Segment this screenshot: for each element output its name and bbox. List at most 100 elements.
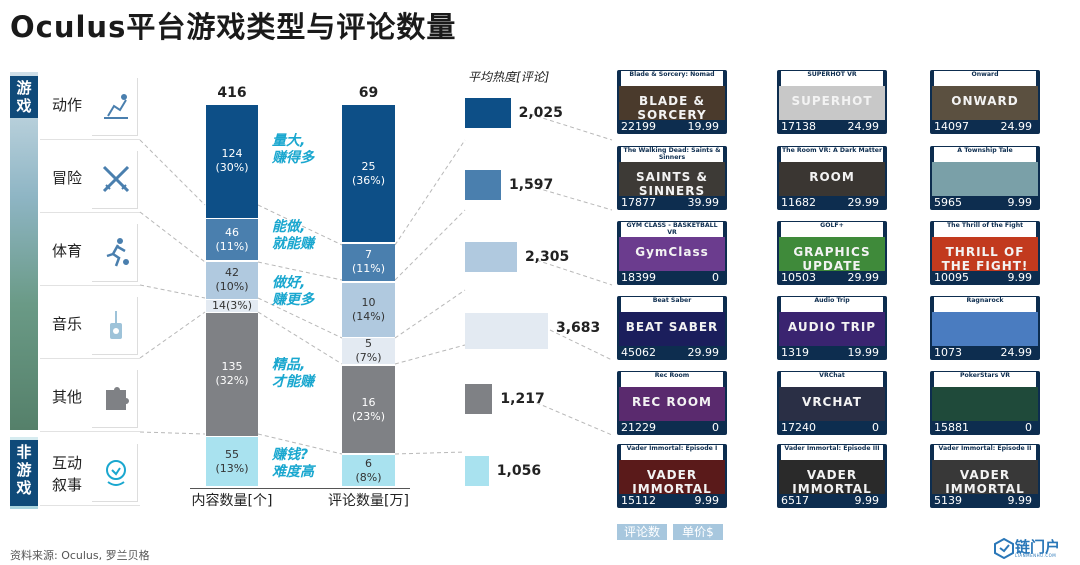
game-review-count: 1073	[934, 346, 962, 359]
game-price: 39.99	[687, 196, 720, 209]
bar-segment-label: 124	[221, 147, 243, 161]
game-price: 24.99	[847, 120, 880, 133]
game-cover-art: AUDIO TRIP	[779, 312, 885, 346]
game-price: 24.99	[1000, 120, 1033, 133]
game-cover-art: THRILL OF THE FIGHT!	[932, 237, 1038, 273]
bar-segment-label: (36%)	[351, 173, 386, 187]
runner-icon	[106, 238, 129, 267]
game-card: PokerStars VR 15881 0	[930, 371, 1040, 435]
bar-segment-label: 16	[361, 395, 376, 409]
bar-segment: 46 (11%)	[206, 219, 258, 260]
heat-bar-value: 1,056	[496, 463, 542, 479]
game-cover-art: REC ROOM	[619, 387, 725, 421]
game-review-count: 14097	[934, 120, 969, 133]
bar-total-label: 416	[217, 85, 247, 101]
nongame-side-label: 非游戏	[10, 440, 38, 506]
game-cover-art	[932, 162, 1038, 196]
category-row: 其他	[40, 366, 140, 432]
game-cover-text: GRAPHICS UPDATE	[793, 245, 871, 273]
category-icon-box	[92, 297, 138, 355]
annotation-text: 赚钱? 难度高	[272, 447, 314, 480]
game-cover-text: VADER IMMORTAL	[945, 468, 1025, 496]
game-price: 9.99	[1007, 196, 1033, 209]
game-title: The Walking Dead: Saints & Sinners	[621, 147, 723, 162]
game-cover-art: BEAT SABER	[619, 312, 725, 346]
game-price: 9.99	[1007, 271, 1033, 284]
annotation-text: 精品, 才能赚	[272, 357, 314, 390]
heat-bar	[465, 98, 511, 128]
game-card: Onward ONWARD 14097 24.99	[930, 70, 1040, 134]
heat-bar	[465, 456, 489, 486]
game-title: A Township Tale	[934, 147, 1036, 162]
heat-bar	[465, 384, 493, 414]
category-label: 体育	[52, 242, 83, 260]
nongame-side-label-text: 非游戏	[16, 443, 32, 497]
game-title: Rec Room	[621, 372, 723, 387]
game-price: 29.99	[847, 196, 880, 209]
game-title: PokerStars VR	[934, 372, 1036, 387]
game-price: 29.99	[847, 271, 880, 284]
bar-segment-label: (8%)	[355, 470, 382, 484]
game-price: 9.99	[1007, 494, 1033, 507]
game-card: Ragnarock 1073 24.99	[930, 296, 1040, 360]
category-row: 体育	[40, 220, 140, 286]
bar-segment-label: (13%)	[215, 461, 249, 475]
bar-segment-label: (23%)	[351, 409, 386, 423]
category-icon-box	[92, 78, 138, 136]
bar-segment: 55 (13%)	[206, 437, 258, 487]
bar-segment: 42 (10%)	[206, 261, 258, 299]
category-icon-box	[92, 151, 138, 209]
music-icon	[110, 311, 122, 339]
category-label: 其他	[52, 388, 83, 406]
category-icon-box	[92, 444, 138, 502]
bar-segment-label: 135	[221, 360, 243, 374]
bar-segment-label: 55	[225, 447, 239, 461]
bar-segment: 16 (23%)	[342, 365, 395, 454]
category-label: 音乐	[52, 315, 83, 333]
game-price: 29.99	[687, 346, 720, 359]
game-card: The Walking Dead: Saints & Sinners SAINTS…	[617, 146, 727, 210]
game-review-count: 18399	[621, 271, 656, 284]
interactive-story-icon	[106, 460, 126, 486]
bar-segment-label: 7	[365, 248, 372, 262]
game-review-count: 5965	[934, 196, 962, 209]
game-title: Vader Immortal: Episode I	[621, 445, 723, 460]
game-title: VRChat	[781, 372, 883, 387]
bar-segment-label: 10	[361, 295, 376, 309]
bar-segment-label: (11%)	[351, 262, 386, 276]
bar-axis-label: 内容数量[个]	[191, 493, 273, 509]
bar-axis-label: 评论数量[万]	[328, 493, 409, 509]
legend-price: 单价$	[673, 524, 723, 540]
game-side-band	[10, 72, 38, 430]
annotation-text: 做好, 赚更多	[272, 275, 314, 308]
game-cover-text: SAINTS & SINNERS	[636, 170, 708, 198]
logo-text: 链门户	[1015, 538, 1061, 556]
bar-segment: 124 (30%)	[206, 105, 258, 218]
game-card: A Township Tale 5965 9.99	[930, 146, 1040, 210]
bar-segment-label: 5	[365, 337, 372, 351]
bar-segment-label: (10%)	[215, 280, 249, 294]
game-card: VRChat VRCHAT 17240 0	[777, 371, 887, 435]
game-cover-art: ROOM	[779, 162, 885, 196]
game-price: 9.99	[854, 494, 880, 507]
game-review-count: 15881	[934, 421, 969, 434]
game-card: Vader Immortal: Episode III VADER IMMORTA…	[777, 444, 887, 508]
game-review-count: 45062	[621, 346, 656, 359]
game-cover-art	[932, 312, 1038, 346]
logo-icon	[994, 537, 1014, 559]
bar-segment: 6 (8%)	[342, 454, 395, 487]
game-card: Vader Immortal: Episode I VADER IMMORTAL 1…	[617, 444, 727, 508]
bar-segment: 14(3%)	[206, 299, 258, 312]
game-cover-art: ONWARD	[932, 86, 1038, 120]
bar-segment-label: (32%)	[215, 374, 249, 388]
heat-chart-title: 平均热度[评论]	[468, 70, 550, 84]
game-card: Audio Trip AUDIO TRIP 1319 19.99	[777, 296, 887, 360]
game-review-count: 22199	[621, 120, 656, 133]
heat-bar	[465, 313, 548, 349]
category-row: 冒险	[40, 147, 140, 213]
game-price: 24.99	[1000, 346, 1033, 359]
game-title: SUPERHOT VR	[781, 71, 883, 86]
game-cover-text: VADER IMMORTAL	[792, 468, 872, 496]
bar-segment-label: (14%)	[351, 309, 386, 323]
